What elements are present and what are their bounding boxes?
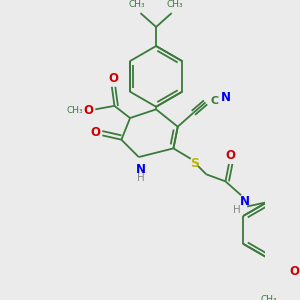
Text: CH₃: CH₃	[260, 295, 277, 300]
Text: N: N	[240, 195, 250, 208]
Text: H: H	[233, 205, 241, 215]
Text: CH₃: CH₃	[129, 0, 145, 9]
Text: CH₃: CH₃	[167, 0, 184, 9]
Text: N: N	[136, 163, 146, 176]
Text: O: O	[83, 104, 93, 117]
Text: H: H	[136, 173, 144, 183]
Text: O: O	[226, 149, 236, 162]
Text: O: O	[109, 72, 118, 85]
Text: C: C	[210, 96, 218, 106]
Text: S: S	[190, 158, 200, 170]
Text: CH₃: CH₃	[66, 106, 83, 115]
Text: O: O	[90, 126, 100, 139]
Text: N: N	[220, 91, 230, 104]
Text: O: O	[290, 265, 300, 278]
